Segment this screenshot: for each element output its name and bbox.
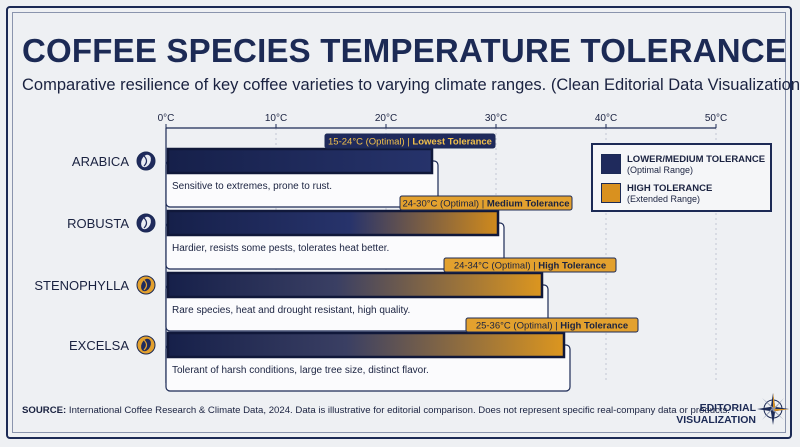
bar-description: Hardier, resists some pests, tolerates h… <box>172 243 389 254</box>
legend-label: LOWER/MEDIUM TOLERANCE <box>627 154 766 165</box>
callout-box <box>399 195 573 211</box>
legend-sublabel: (Optimal Range) <box>627 165 694 175</box>
outer-frame <box>6 6 792 439</box>
bar-description: Sensitive to extremes, prone to rust. <box>172 181 332 192</box>
legend-sublabel: (Extended Range) <box>627 194 701 204</box>
bar-group-robusta: ROBUSTA Hardier, resists some pests, tole… <box>67 195 573 270</box>
callout-box <box>465 317 639 333</box>
coffee-bean-icon <box>136 275 156 295</box>
callout-box <box>324 133 496 149</box>
coffee-bean-icon <box>136 335 156 355</box>
bar <box>166 271 544 299</box>
x-tick-label: 0°C <box>158 113 175 124</box>
x-tick-label: 50°C <box>705 113 727 124</box>
x-tick-label: 20°C <box>375 113 397 124</box>
callout-box <box>443 257 617 273</box>
bar-group-excelsa: EXCELSA Tolerant of harsh conditions, lar… <box>69 317 639 392</box>
callout-label: 15-24°C (Optimal) | Lowest Tolerance <box>328 137 492 148</box>
callout-label: 24-30°C (Optimal) | Medium Tolerance <box>402 199 569 210</box>
editorial-badge: EDITORIAL VISUALIZATION <box>676 402 756 426</box>
bar <box>166 331 566 359</box>
coffee-bean-icon <box>136 213 156 233</box>
bar-description: Tolerant of harsh conditions, large tree… <box>172 365 429 376</box>
legend-item-low-medium: LOWER/MEDIUM TOLERANCE (Optimal Range) <box>601 154 765 176</box>
inner-frame <box>12 12 786 433</box>
x-tick-label: 40°C <box>595 113 617 124</box>
callout-label: 25-36°C (Optimal) | High Tolerance <box>476 321 628 332</box>
bar-group-arabica: ARABICA Sensitive to extremes, prone to r… <box>72 133 496 208</box>
category-label: EXCELSA <box>69 338 129 353</box>
coffee-bean-icon <box>136 151 156 171</box>
legend-swatch-gold <box>601 183 621 203</box>
badge-line-2: VISUALIZATION <box>676 414 756 426</box>
legend-swatch-navy <box>601 154 621 174</box>
bars-layer: ARABICA Sensitive to extremes, prone to r… <box>34 133 639 392</box>
bar <box>166 147 434 175</box>
x-tick-label: 30°C <box>485 113 507 124</box>
chart-subtitle: Comparative resilience of key coffee var… <box>22 76 800 94</box>
source-note: SOURCE: International Coffee Research & … <box>22 405 730 416</box>
bar <box>166 209 500 237</box>
compass-rose-icon <box>757 393 789 425</box>
legend-label: HIGH TOLERANCE <box>627 183 713 194</box>
x-tick-label: 10°C <box>265 113 287 124</box>
category-label: ROBUSTA <box>67 216 129 231</box>
callout-label: 24-34°C (Optimal) | High Tolerance <box>454 261 606 272</box>
source-label: SOURCE: <box>22 405 67 416</box>
source-text: International Coffee Research & Climate … <box>66 405 730 416</box>
badge-line-1: EDITORIAL <box>699 402 756 414</box>
chart-title: COFFEE SPECIES TEMPERATURE TOLERANCE <box>22 32 788 69</box>
legend-item-high: HIGH TOLERANCE (Extended Range) <box>601 183 712 205</box>
bar-description: Rare species, heat and drought resistant… <box>172 305 410 316</box>
bar-group-stenophylla: STENOPHYLLA Rare species, heat and drough… <box>34 257 617 332</box>
legend: LOWER/MEDIUM TOLERANCE (Optimal Range) H… <box>591 143 772 212</box>
category-label: STENOPHYLLA <box>34 278 129 293</box>
category-label: ARABICA <box>72 154 129 169</box>
